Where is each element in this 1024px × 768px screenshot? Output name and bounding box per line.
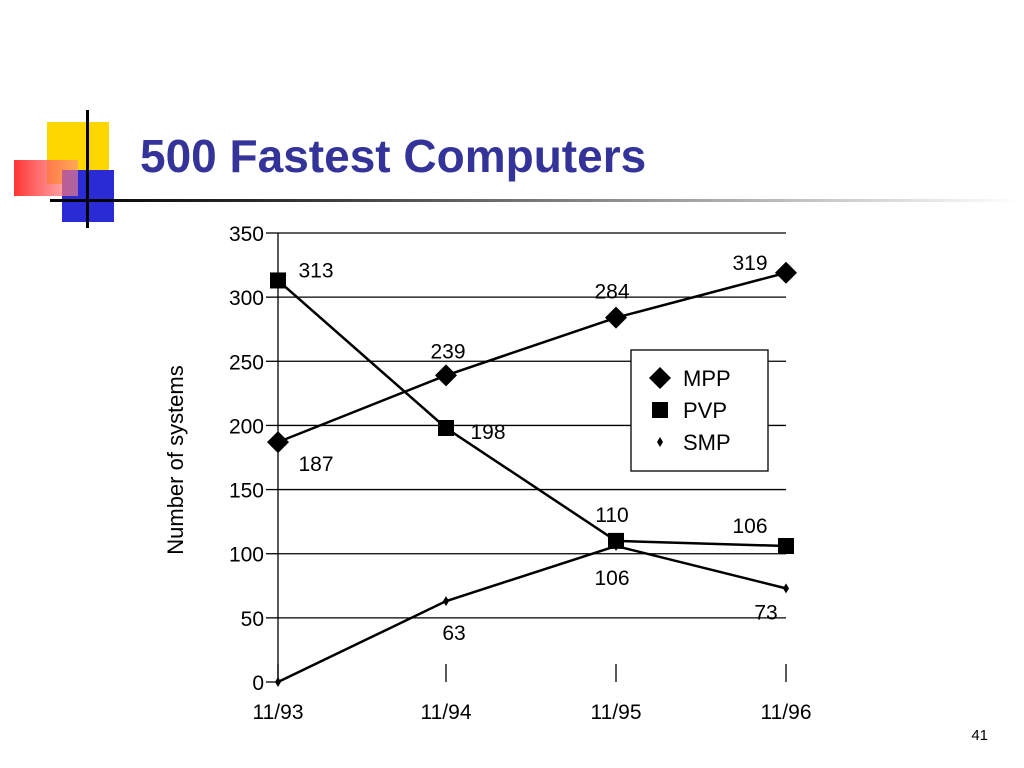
legend-marker-smp — [657, 437, 663, 447]
point-smp-11/93 — [275, 677, 281, 687]
point-smp-11/94 — [443, 596, 449, 607]
data-label-smp: 73 — [754, 601, 777, 624]
legend-marker-mpp — [649, 367, 671, 389]
data-label-mpp: 284 — [594, 281, 629, 304]
data-label-mpp: 239 — [430, 340, 465, 363]
series-line-smp — [277, 544, 787, 684]
deco-vertical-line — [86, 110, 89, 228]
title-underline — [50, 199, 1020, 202]
legend-label-smp: SMP — [683, 430, 731, 455]
deco-red-bar — [14, 160, 78, 196]
data-label-pvp: 110 — [595, 504, 628, 527]
legend-marker-pvp — [652, 402, 668, 418]
series-layer — [267, 261, 797, 687]
data-label-smp: 63 — [442, 622, 465, 645]
slide-decoration — [14, 110, 114, 228]
y-tick-label: 0 — [252, 672, 264, 695]
point-pvp-11/93 — [270, 272, 286, 289]
axes: 0 50 100 150 200 250 300 350 11/93 11/94 11/95 11/9… — [163, 223, 812, 724]
data-label-mpp: 187 — [298, 453, 333, 476]
point-pvp-11/95 — [608, 532, 624, 549]
y-tick-label: 200 — [229, 415, 264, 438]
data-label-pvp: 313 — [298, 259, 333, 282]
legend-label-mpp: MPP — [683, 366, 731, 391]
y-axis-label: Number of systems — [163, 365, 188, 555]
point-smp-11/96 — [783, 583, 789, 594]
legend-label-pvp: PVP — [683, 398, 727, 423]
x-tick-label: 11/96 — [761, 701, 812, 724]
x-tick-label: 11/94 — [421, 701, 472, 724]
point-mpp-11/93 — [267, 431, 289, 454]
data-label-smp: 106 — [594, 567, 629, 590]
point-mpp-11/96 — [775, 261, 797, 284]
y-tick-label: 100 — [229, 544, 264, 567]
data-label-mpp: 319 — [732, 252, 767, 275]
point-mpp-11/94 — [435, 364, 457, 387]
data-label-pvp: 106 — [732, 515, 767, 538]
point-pvp-11/96 — [778, 538, 794, 555]
x-tick-label: 11/95 — [591, 701, 642, 724]
point-smp-11/95 — [613, 541, 619, 552]
y-tick-label: 250 — [229, 351, 264, 374]
data-labels: 187 239 284 319 313 198 110 106 63 106 73 — [298, 252, 777, 645]
data-label-pvp: 198 — [470, 421, 505, 444]
y-tick-label: 150 — [229, 480, 264, 503]
y-tick-label: 300 — [229, 287, 264, 310]
series-line-pvp — [277, 279, 787, 548]
y-tick-label: 350 — [229, 223, 264, 246]
x-tick-label: 11/93 — [253, 701, 304, 724]
point-mpp-11/95 — [605, 306, 627, 329]
page-number: 41 — [971, 727, 988, 744]
y-tick-label: 50 — [241, 608, 264, 631]
legend: MPP PVP SMP — [630, 349, 769, 472]
series-line-mpp — [277, 271, 787, 444]
slide-title: 500 Fastest Computers — [140, 130, 647, 182]
point-pvp-11/94 — [438, 419, 454, 436]
